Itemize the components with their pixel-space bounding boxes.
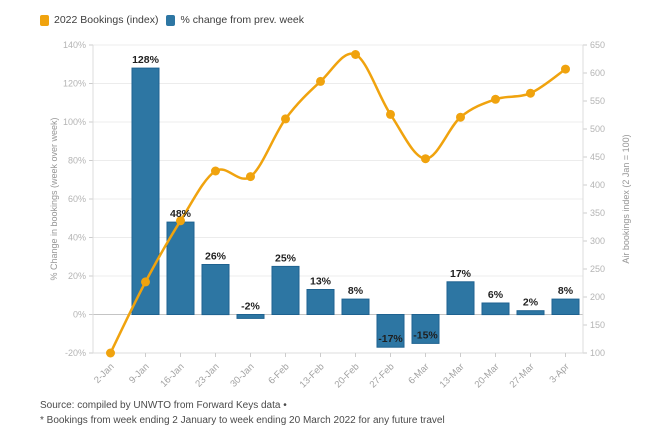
- right-axis-tick-label: 200: [590, 292, 605, 302]
- x-axis-label: 27-Mar: [508, 361, 537, 390]
- line-point-6-Mar: [421, 154, 430, 164]
- x-axis-label: 3-Apr: [547, 361, 571, 385]
- line-point-16-Jan: [176, 216, 185, 226]
- bar-9-Jan: [131, 67, 160, 315]
- left-axis-tick-label: 80%: [68, 156, 86, 166]
- right-axis-tick-label: 550: [590, 96, 605, 106]
- right-axis-tick-label: 450: [590, 152, 605, 162]
- line-point-20-Mar: [491, 94, 500, 104]
- right-axis-tick-label: 350: [590, 208, 605, 218]
- bar-13-Mar: [446, 281, 475, 316]
- bar-value-label: -2%: [241, 301, 260, 313]
- chart-footer: Source: compiled by UNWTO from Forward K…: [40, 398, 445, 428]
- bar-value-label: 26%: [205, 251, 227, 263]
- line-point-20-Feb: [351, 50, 360, 59]
- legend-label-bookings-index: 2022 Bookings (index): [54, 14, 159, 26]
- bar-value-label: 8%: [348, 285, 364, 297]
- line-point-13-Mar: [456, 112, 465, 122]
- bar-value-label: -17%: [378, 333, 403, 345]
- bar-value-label: 6%: [488, 289, 504, 301]
- line-point-27-Feb: [386, 109, 395, 119]
- left-axis-tick-label: 100%: [63, 117, 86, 127]
- left-axis-tick-label: 40%: [68, 233, 86, 243]
- bar-value-label: 25%: [275, 252, 297, 264]
- right-axis-tick-label: 600: [590, 68, 605, 78]
- line-point-23-Jan: [211, 166, 220, 176]
- bar-value-label: 13%: [310, 276, 332, 288]
- left-axis-tick-label: 120%: [63, 79, 86, 89]
- right-axis-tick-label: 400: [590, 180, 605, 190]
- bar-3-Apr: [551, 298, 580, 316]
- x-axis-label: 9-Jan: [127, 361, 152, 386]
- bar-23-Jan: [201, 264, 230, 316]
- line-point-27-Mar: [526, 88, 535, 98]
- combo-bar-line-chart: -20% 0% 20% 40% 60% 80% 100% 120% 140% 100 150 200 2…: [49, 40, 631, 390]
- chart-legend: 2022 Bookings (index) % change from prev…: [40, 14, 312, 26]
- x-axis-label: 2-Jan: [92, 361, 117, 386]
- legend-label-pct-change: % change from prev. week: [180, 14, 305, 26]
- left-axis-tick-label: 0%: [73, 310, 86, 320]
- x-axis-label: 6-Feb: [266, 361, 291, 386]
- left-axis-title: % Change in bookings (week over week): [49, 117, 59, 280]
- x-axis-label: 6-Mar: [406, 361, 431, 386]
- left-axis-tick-label: 20%: [68, 271, 86, 281]
- right-axis-tick-label: 500: [590, 124, 605, 134]
- source-note: Source: compiled by UNWTO from Forward K…: [40, 400, 287, 411]
- x-axis-label: 27-Feb: [368, 361, 397, 390]
- bar-20-Mar: [481, 302, 510, 316]
- x-axis-label: 30-Jan: [228, 361, 256, 389]
- line-point-13-Feb: [316, 76, 325, 86]
- line-series-swatch-icon: [40, 14, 49, 26]
- right-axis-tick-label: 650: [590, 40, 605, 50]
- right-axis-tick-label: 250: [590, 264, 605, 274]
- left-axis-tick-label: 140%: [63, 40, 86, 50]
- right-axis-tick-label: 100: [590, 348, 605, 358]
- right-axis-title: Air bookings index (2 Jan = 100): [621, 134, 631, 263]
- bar-20-Feb: [341, 298, 370, 316]
- x-axis-label: 23-Jan: [193, 361, 221, 389]
- legend-item-pct-change: % change from prev. week: [166, 14, 304, 26]
- line-point-2-Jan: [106, 348, 115, 358]
- bar-value-label: 17%: [450, 268, 472, 280]
- x-axis-label: 20-Mar: [473, 361, 502, 390]
- bar-value-label: 128%: [132, 54, 160, 66]
- left-axis-tick-label: 60%: [68, 194, 86, 204]
- bar-27-Feb: [376, 314, 405, 348]
- bar-6-Mar: [411, 314, 440, 344]
- bar-13-Feb: [306, 289, 335, 315]
- bar-6-Feb: [271, 265, 300, 315]
- right-axis-tick-label: 300: [590, 236, 605, 246]
- line-point-30-Jan: [246, 172, 255, 182]
- bar-30-Jan: [236, 314, 265, 319]
- bar-value-label: 8%: [558, 285, 574, 297]
- line-point-6-Feb: [281, 114, 290, 124]
- footnote: * Bookings from week ending 2 January to…: [40, 415, 445, 426]
- x-axis-label: 20-Feb: [333, 361, 362, 390]
- bar-value-label: 2%: [523, 297, 539, 309]
- line-point-9-Jan: [141, 277, 150, 287]
- line-point-3-Apr: [561, 64, 570, 74]
- x-axis-label: 16-Jan: [158, 361, 186, 389]
- right-axis-tick-label: 150: [590, 320, 605, 330]
- bar-series-swatch-icon: [166, 14, 176, 26]
- left-axis-tick-label: -20%: [65, 348, 86, 358]
- bar-value-label: -15%: [413, 329, 438, 341]
- legend-item-bookings-index: 2022 Bookings (index): [40, 14, 158, 26]
- bar-27-Mar: [516, 310, 545, 316]
- x-axis-label: 13-Feb: [298, 361, 327, 390]
- x-axis-label: 13-Mar: [438, 361, 467, 390]
- bar-value-label: 48%: [170, 208, 192, 220]
